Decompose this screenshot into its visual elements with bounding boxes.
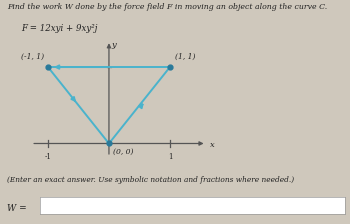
Text: y: y [111, 41, 116, 49]
Text: (Enter an exact answer. Use symbolic notation and fractions where needed.): (Enter an exact answer. Use symbolic not… [7, 176, 294, 184]
Text: F = 12xyi + 9xy²j: F = 12xyi + 9xy²j [21, 24, 97, 32]
Text: 1: 1 [168, 153, 172, 161]
Text: (0, 0): (0, 0) [113, 148, 133, 156]
Text: x: x [210, 141, 214, 149]
Text: Find the work W done by the force field F in moving an object along the curve C.: Find the work W done by the force field … [7, 3, 327, 11]
Text: W =: W = [7, 204, 27, 213]
Text: -1: -1 [44, 153, 51, 161]
Text: (-1, 1): (-1, 1) [21, 53, 44, 61]
Text: (1, 1): (1, 1) [175, 53, 195, 61]
